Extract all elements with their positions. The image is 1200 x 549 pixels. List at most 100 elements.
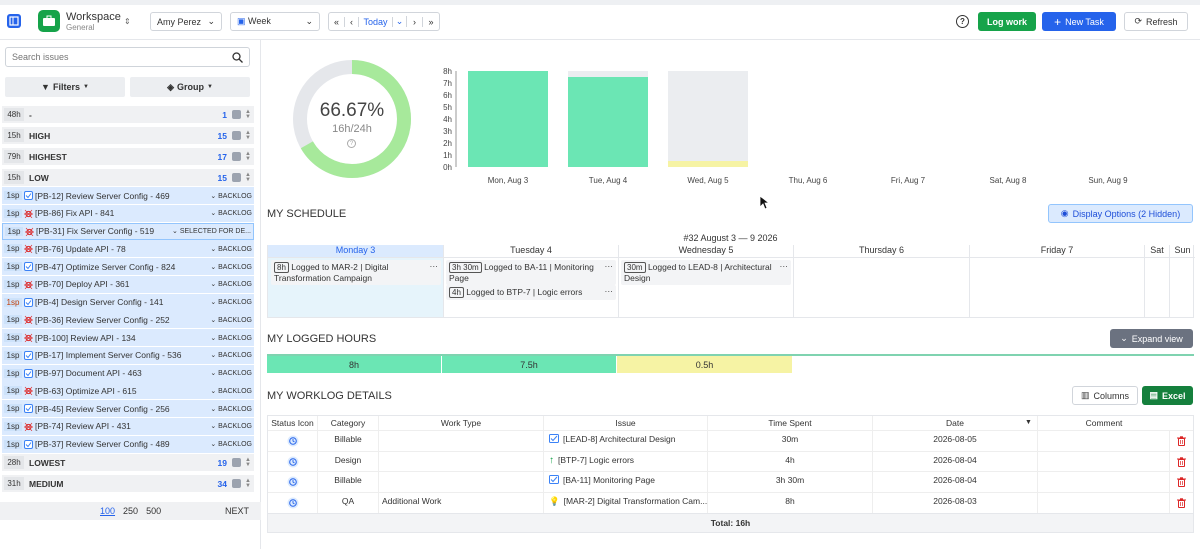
group-row[interactable]: 28h LOWEST 19 ▲ ▼ bbox=[2, 454, 254, 472]
group-row[interactable]: 48h - 1 ▲ ▼ bbox=[2, 106, 254, 123]
next-icon[interactable]: › bbox=[407, 16, 423, 27]
today-dropdown-icon[interactable]: ⌄ bbox=[393, 16, 407, 27]
checkbox-icon[interactable] bbox=[232, 173, 241, 182]
sort-icon[interactable]: ▲ ▼ bbox=[245, 456, 251, 468]
table-row[interactable]: Design ↑ [BTP-7] Logic errors 4h 2026-08-… bbox=[268, 450, 1193, 472]
search-input[interactable] bbox=[12, 52, 222, 62]
sort-icon[interactable]: ▲ ▼ bbox=[245, 171, 251, 183]
search-icon[interactable] bbox=[232, 51, 243, 63]
checkbox-icon[interactable] bbox=[232, 110, 241, 119]
checkbox-icon[interactable] bbox=[232, 479, 241, 489]
time-spent-cell[interactable]: 30m bbox=[708, 431, 873, 451]
issue-row[interactable]: 1sp [PB-12] Review Server Config - 469 ⌄… bbox=[2, 187, 254, 204]
checkbox-icon[interactable] bbox=[232, 152, 241, 161]
issue-status[interactable]: ⌄ BACKLOG bbox=[210, 422, 252, 430]
category-cell[interactable]: Billable bbox=[318, 472, 379, 492]
issue-row[interactable]: 1sp [PB-47] Optimize Server Config - 824… bbox=[2, 258, 254, 275]
table-row[interactable]: QA Additional Work 💡 [MAR-2] Digital Tran… bbox=[268, 491, 1193, 513]
date-cell[interactable]: 2026-08-05 bbox=[873, 431, 1038, 451]
issue-row[interactable]: 1sp [PB-37] Review Server Config - 489 ⌄… bbox=[2, 435, 254, 453]
page-size-100[interactable]: 100 bbox=[100, 506, 116, 516]
issue-status[interactable]: ⌄ BACKLOG bbox=[210, 298, 252, 306]
sidebar-toggle-icon[interactable] bbox=[7, 14, 21, 28]
group-row[interactable]: 31h MEDIUM 34 ▲ ▼ bbox=[2, 475, 254, 493]
issue-status[interactable]: ⌄ BACKLOG bbox=[210, 209, 252, 217]
next-page-button[interactable]: NEXT bbox=[224, 506, 249, 516]
date-cell[interactable]: 2026-08-04 bbox=[873, 451, 1038, 472]
time-spent-cell[interactable]: 4h bbox=[708, 451, 873, 472]
issue-link[interactable]: [BTP-7] Logic errors bbox=[558, 454, 635, 465]
checkbox-icon[interactable] bbox=[232, 131, 241, 140]
page-size-250[interactable]: 250 bbox=[123, 506, 139, 516]
issue-row[interactable]: 1sp [PB-100] Review API - 134 ⌄ BACKLOG bbox=[2, 329, 254, 346]
work-type-cell[interactable] bbox=[379, 451, 544, 472]
log-work-button[interactable]: Log work bbox=[978, 12, 1036, 31]
new-task-button[interactable]: + New Task bbox=[1042, 12, 1116, 31]
group-row[interactable]: 79h HIGHEST 17 ▲ ▼ bbox=[2, 148, 254, 165]
issue-row[interactable]: 1sp [PB-17] Implement Server Config - 53… bbox=[2, 346, 254, 364]
comment-cell[interactable] bbox=[1038, 451, 1170, 472]
table-row[interactable]: Billable [LEAD-8] Architectural Design 3… bbox=[268, 430, 1193, 451]
issue-row[interactable]: 1sp [PB-4] Design Server Config - 141 ⌄ … bbox=[2, 293, 254, 311]
issue-row[interactable]: 1sp [PB-97] Document API - 463 ⌄ BACKLOG bbox=[2, 364, 254, 382]
sort-desc-icon[interactable]: ▼ bbox=[1025, 419, 1032, 426]
category-cell[interactable]: Billable bbox=[318, 431, 379, 451]
sort-icon[interactable]: ▲ ▼ bbox=[245, 129, 251, 141]
comment-cell[interactable] bbox=[1038, 472, 1170, 492]
schedule-entry[interactable]: 30m Logged to LEAD-8 | Architectural Des… bbox=[621, 260, 791, 285]
more-icon[interactable]: ··· bbox=[604, 261, 614, 271]
table-row[interactable]: Billable [BA-11] Monitoring Page 3h 30m … bbox=[268, 471, 1193, 492]
more-icon[interactable]: ··· bbox=[779, 261, 789, 271]
clock-icon[interactable] bbox=[287, 456, 299, 468]
issue-row[interactable]: 1sp [PB-63] Optimize API - 615 ⌄ BACKLOG bbox=[2, 382, 254, 400]
more-icon[interactable]: ··· bbox=[604, 286, 614, 296]
issue-cell[interactable]: [BA-11] Monitoring Page bbox=[544, 472, 708, 492]
issue-cell[interactable]: ↑ [BTP-7] Logic errors bbox=[544, 451, 708, 472]
work-type-cell[interactable] bbox=[379, 431, 544, 451]
view-select[interactable]: ▣ Week ⌄ bbox=[230, 12, 320, 31]
trash-icon[interactable] bbox=[1177, 477, 1186, 487]
issue-status[interactable]: ⌄ BACKLOG bbox=[210, 316, 252, 324]
issue-link[interactable]: [MAR-2] Digital Transformation Cam... bbox=[563, 495, 708, 506]
workspace-switcher[interactable]: Workspace General bbox=[66, 11, 121, 32]
columns-button[interactable]: ▥ Columns bbox=[1072, 386, 1138, 405]
category-cell[interactable]: Design bbox=[318, 451, 379, 472]
group-row[interactable]: 15h HIGH 15 ▲ ▼ bbox=[2, 127, 254, 144]
issue-status[interactable]: ⌄ BACKLOG bbox=[210, 245, 252, 253]
clock-icon[interactable] bbox=[287, 497, 299, 509]
user-select[interactable]: Amy Perez ⌄ bbox=[150, 12, 222, 31]
issue-row[interactable]: 1sp [PB-76] Update API - 78 ⌄ BACKLOG bbox=[2, 240, 254, 258]
issue-status[interactable]: ⌄ SELECTED FOR DE... bbox=[172, 227, 251, 235]
issue-status[interactable]: ⌄ BACKLOG bbox=[210, 351, 252, 359]
issue-cell[interactable]: [LEAD-8] Architectural Design bbox=[544, 431, 708, 451]
more-icon[interactable]: ··· bbox=[429, 261, 439, 271]
sort-icon[interactable]: ▲ ▼ bbox=[245, 150, 251, 162]
time-spent-cell[interactable]: 3h 30m bbox=[708, 472, 873, 492]
work-type-cell[interactable] bbox=[379, 472, 544, 492]
excel-export-button[interactable]: ▤ Excel bbox=[1142, 386, 1193, 405]
refresh-button[interactable]: ⟳ Refresh bbox=[1124, 12, 1188, 31]
sort-icon[interactable]: ▲ ▼ bbox=[245, 108, 251, 120]
schedule-entry[interactable]: 8h Logged to MAR-2 | Digital Transformat… bbox=[271, 260, 441, 285]
issue-row[interactable]: 1sp [PB-74] Review API - 431 ⌄ BACKLOG bbox=[2, 417, 254, 435]
issue-link[interactable]: [LEAD-8] Architectural Design bbox=[563, 434, 676, 444]
issue-row[interactable]: 1sp [PB-36] Review Server Config - 252 ⌄… bbox=[2, 311, 254, 329]
issue-row[interactable]: 1sp [PB-31] Fix Server Config - 519 ⌄ SE… bbox=[2, 222, 254, 240]
prev-icon[interactable]: ‹ bbox=[345, 16, 359, 27]
last-page-icon[interactable]: » bbox=[428, 16, 434, 27]
page-size-500[interactable]: 500 bbox=[146, 506, 162, 516]
issue-status[interactable]: ⌄ BACKLOG bbox=[210, 263, 252, 271]
issue-row[interactable]: 1sp [PB-45] Review Server Config - 256 ⌄… bbox=[2, 400, 254, 417]
issue-status[interactable]: ⌄ BACKLOG bbox=[210, 387, 252, 395]
issue-status[interactable]: ⌄ BACKLOG bbox=[210, 369, 252, 377]
info-icon[interactable]: ? bbox=[347, 139, 356, 148]
category-cell[interactable]: QA bbox=[318, 492, 379, 513]
sort-icon[interactable]: ▲ ▼ bbox=[245, 477, 251, 489]
schedule-entry[interactable]: 3h 30m Logged to BA-11 | Monitoring Page… bbox=[446, 260, 616, 285]
clock-icon[interactable] bbox=[287, 476, 299, 488]
expand-view-button[interactable]: ⌄ Expand view bbox=[1110, 329, 1193, 348]
time-spent-cell[interactable]: 8h bbox=[708, 492, 873, 513]
filters-button[interactable]: ▼ Filters ▼ bbox=[5, 77, 125, 97]
display-options-button[interactable]: ◉ Display Options (2 Hidden) bbox=[1048, 204, 1193, 223]
first-page-icon[interactable]: « bbox=[329, 16, 345, 27]
